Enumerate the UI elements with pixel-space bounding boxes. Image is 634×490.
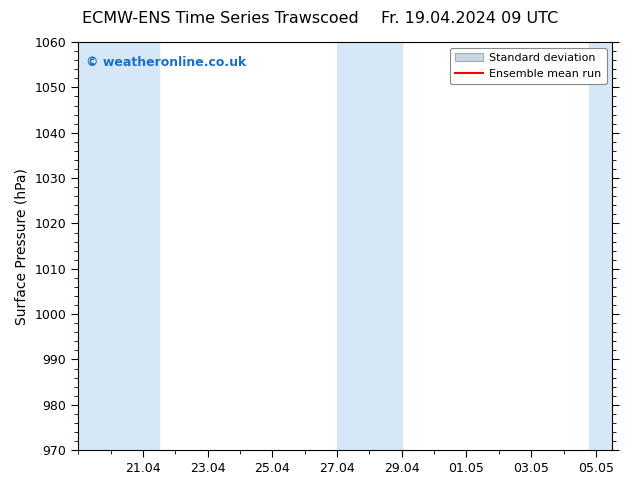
Y-axis label: Surface Pressure (hPa): Surface Pressure (hPa)	[15, 168, 29, 324]
Text: © weatheronline.co.uk: © weatheronline.co.uk	[86, 56, 247, 70]
Bar	[590, 42, 612, 450]
Legend: Standard deviation, Ensemble mean run: Standard deviation, Ensemble mean run	[450, 48, 607, 84]
Text: ECMW-ENS Time Series Trawscoed: ECMW-ENS Time Series Trawscoed	[82, 11, 359, 26]
Text: Fr. 19.04.2024 09 UTC: Fr. 19.04.2024 09 UTC	[380, 11, 558, 26]
Bar	[337, 42, 402, 450]
Bar	[78, 42, 159, 450]
